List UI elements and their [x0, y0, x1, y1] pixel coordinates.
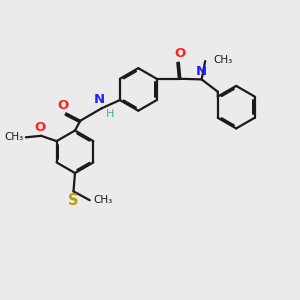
Text: H: H [106, 109, 114, 119]
Text: CH₃: CH₃ [213, 55, 233, 64]
Text: S: S [68, 193, 79, 208]
Text: O: O [35, 121, 46, 134]
Text: O: O [57, 99, 68, 112]
Text: N: N [196, 65, 207, 78]
Text: CH₃: CH₃ [4, 132, 23, 142]
Text: CH₃: CH₃ [93, 195, 112, 205]
Text: N: N [94, 93, 105, 106]
Text: O: O [174, 47, 185, 61]
